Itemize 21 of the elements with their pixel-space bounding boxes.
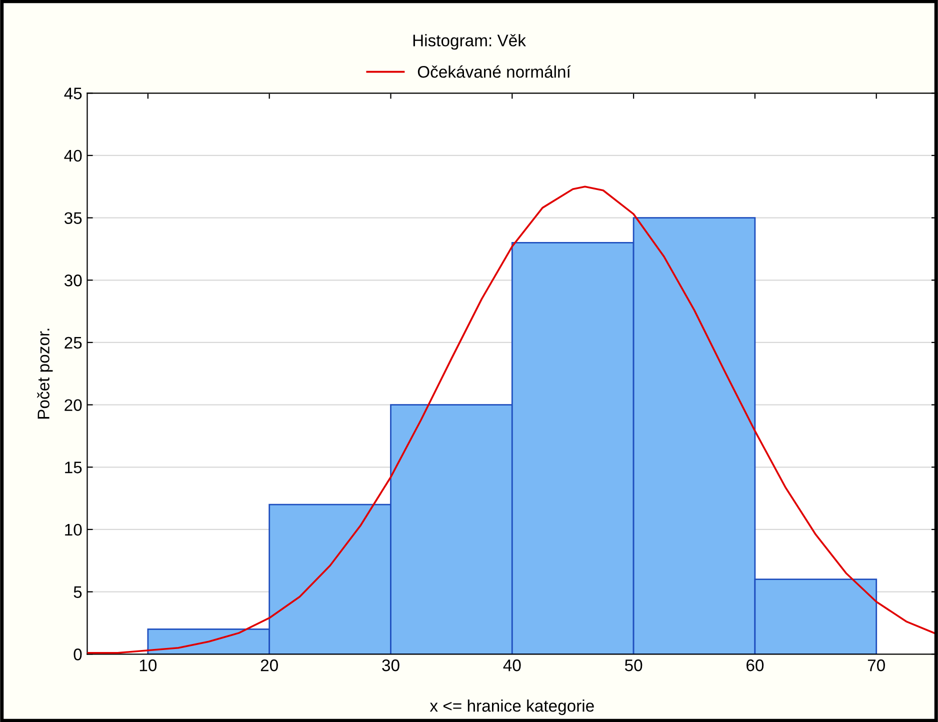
y-tick-label: 15 [65, 462, 82, 474]
legend-label: Očekávané normální [418, 65, 571, 78]
x-tick-label: 30 [382, 659, 400, 672]
y-axis-title: Počet pozor. [37, 328, 53, 419]
chart-title: Histogram: Věk [413, 34, 526, 50]
y-tick-label: 40 [64, 150, 82, 162]
x-tick-label: 10 [140, 659, 157, 672]
x-axis-title: x <= hranice kategorie [430, 700, 594, 716]
y-tick-label: 5 [74, 586, 82, 598]
x-tick-label: 40 [503, 659, 521, 672]
x-tick-label: 20 [260, 659, 278, 672]
y-tick-label: 0 [74, 648, 82, 660]
y-tick-label: 10 [65, 524, 82, 536]
x-tick-label: 50 [624, 659, 642, 672]
x-tick-label: 60 [746, 659, 764, 672]
y-tick-label: 35 [64, 212, 82, 224]
y-tick-label: 25 [64, 336, 82, 349]
y-tick-label: 30 [64, 274, 82, 286]
y-tick-label: 45 [64, 88, 82, 100]
y-tick-label: 20 [64, 399, 82, 412]
x-tick-label: 70 [868, 659, 885, 672]
